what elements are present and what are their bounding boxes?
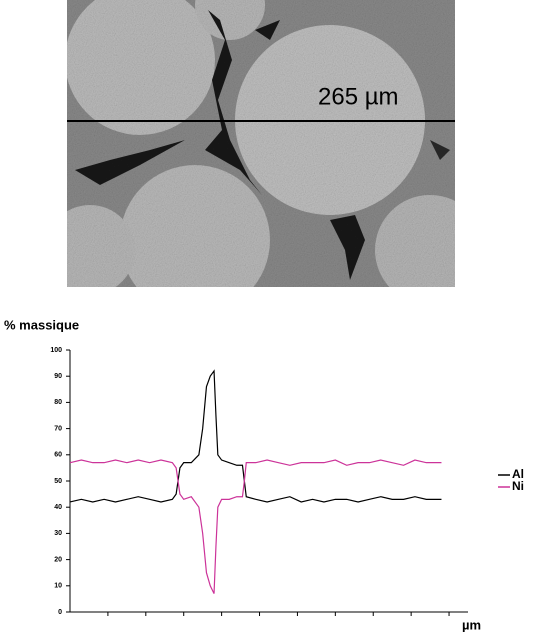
y-tick-label: 50	[54, 478, 62, 485]
y-tick-label: 10	[54, 583, 62, 590]
scale-annotation: 265 µm	[318, 83, 399, 110]
page: {"image_annotation": "265 µm", "chart_da…	[0, 0, 540, 634]
sem-image	[45, 0, 485, 315]
y-tick-label: 100	[50, 347, 62, 354]
y-tick-label: 0	[58, 609, 62, 616]
y-tick-label: 60	[54, 452, 62, 459]
y-axis-label: % massique	[4, 317, 79, 332]
figure: 265 µm % massique µm 0 10 20 30 40 50 60 70 80 90…	[0, 0, 540, 634]
y-tick-label: 80	[54, 399, 62, 406]
y-tick-label: 90	[54, 373, 62, 380]
legend-label: Ni	[512, 479, 524, 493]
y-tick-label: 70	[54, 425, 62, 432]
y-tick-label: 20	[54, 556, 62, 563]
series-line	[70, 371, 441, 502]
y-tick-label: 30	[54, 530, 62, 537]
series-line	[70, 460, 441, 594]
x-axis-label: µm	[462, 617, 481, 632]
y-tick-label: 40	[54, 504, 62, 511]
